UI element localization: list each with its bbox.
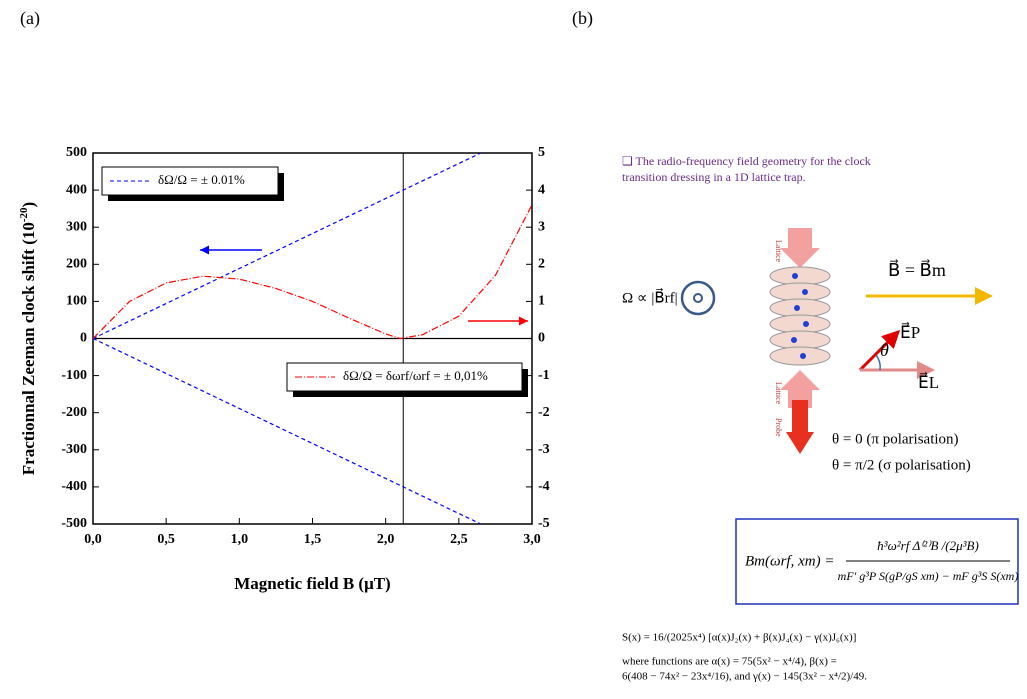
caption: ❑ The radio-frequency field geometry for… <box>622 154 871 168</box>
series-line <box>92 204 533 340</box>
series-line <box>92 337 482 525</box>
y2-tick-label: -5 <box>538 516 550 531</box>
x-tick-label: 0,0 <box>84 532 102 547</box>
panel-label: (b) <box>572 8 593 29</box>
lattice-arrow <box>780 370 820 408</box>
lattice <box>769 266 831 366</box>
rf-field-dot <box>693 293 703 303</box>
y-axis-label-part: -20 <box>18 207 30 222</box>
s-definition: S(x) = 16/(2025x⁴) [α(x)J₂(x) + β(x)J₄(x… <box>622 632 856 644</box>
caption: transition dressing in a 1D lattice trap… <box>622 170 806 184</box>
probe-arrow <box>786 400 814 454</box>
y-tick-label: -500 <box>61 516 87 531</box>
pi-polarisation: θ = 0 (π polarisation) <box>832 431 959 447</box>
y2-tick-label: 2 <box>538 257 545 272</box>
theta-label: θ <box>880 340 889 360</box>
y-tick-label: 100 <box>66 294 87 309</box>
y-axis-label: Fractionnal Zeeman clock shift (10-20) <box>18 202 38 475</box>
formula-numerator: ħ³ω²rf Δ⁽²⁾B /(2μ³B) <box>877 538 979 553</box>
b-label: B⃗ = B⃗m <box>888 259 946 280</box>
y2-tick-label: 0 <box>538 331 545 346</box>
formula-box <box>735 518 1019 605</box>
legend-label: δΩ/Ω = ± 0.01% <box>158 172 245 187</box>
x-tick-label: 1,5 <box>304 532 322 547</box>
legend-label: δΩ/Ω = δωrf/ωrf = ± 0,01% <box>343 368 488 383</box>
ep-label: E⃗P <box>900 322 920 342</box>
ep-arrow <box>858 329 901 372</box>
lattice-label: Lattice <box>774 240 783 263</box>
y-axis-label-part: ) <box>19 202 38 208</box>
x-tick-label: 0,5 <box>157 532 175 547</box>
panel-label: (a) <box>20 8 40 29</box>
el-label: E⃗L <box>918 372 939 392</box>
x-tick-label: 3,0 <box>523 532 541 547</box>
probe-label: Probe <box>774 418 783 437</box>
legend-box <box>286 362 523 392</box>
formula-denominator: mF′ g³P S(gP/gS xm) − mF g³S S(xm) <box>838 569 1019 583</box>
formula-lhs: Bm(ωrf, xm) = <box>745 553 834 569</box>
y2-tick-label: -1 <box>538 368 550 383</box>
y-tick-label: 0 <box>80 331 87 346</box>
y-tick-label: 200 <box>66 257 87 272</box>
y-tick-label: 300 <box>66 219 87 234</box>
y-tick-label: -300 <box>61 442 87 457</box>
x-axis-label: Magnetic field B (μT) <box>234 574 390 593</box>
y2-tick-label: -2 <box>538 405 550 420</box>
rf-field-icon <box>680 280 716 316</box>
lattice-arrow <box>780 228 820 268</box>
y2-tick-label: 4 <box>538 182 545 197</box>
y2-tick-label: 3 <box>538 219 545 234</box>
y-tick-label: 500 <box>66 145 87 160</box>
y-axis-label-part: Fractionnal Zeeman clock shift (10 <box>19 222 38 475</box>
where-text: 6(408 − 74x² − 23x⁴/16), and γ(x) − 145(… <box>622 671 867 683</box>
x-tick-label: 1,0 <box>231 532 249 547</box>
series-line <box>92 152 482 340</box>
where-text: where functions are α(x) = 75(5x² − x⁴/4… <box>622 656 837 668</box>
y2-tick-label: -4 <box>538 479 550 494</box>
y2-tick-label: 5 <box>538 145 545 160</box>
lattice-label: Lattice <box>774 382 783 405</box>
diagram-b: ❑ The radio-frequency field geometry for… <box>622 154 1019 683</box>
sigma-polarisation: θ = π/2 (σ polarisation) <box>832 457 971 473</box>
y-tick-label: -100 <box>61 368 87 383</box>
y-tick-label: -200 <box>61 405 87 420</box>
y-tick-label: 400 <box>66 182 87 197</box>
chart-a: -500-400-300-200-1000100200300400500-5-4… <box>18 145 550 593</box>
x-tick-label: 2,5 <box>450 532 468 547</box>
theta-arc <box>875 354 881 371</box>
x-tick-label: 2,0 <box>377 532 395 547</box>
omega-label: Ω ∝ |B⃗rf| <box>622 288 678 307</box>
y2-tick-label: -3 <box>538 442 550 457</box>
y-tick-label: -400 <box>61 479 87 494</box>
y2-tick-label: 1 <box>538 294 545 309</box>
